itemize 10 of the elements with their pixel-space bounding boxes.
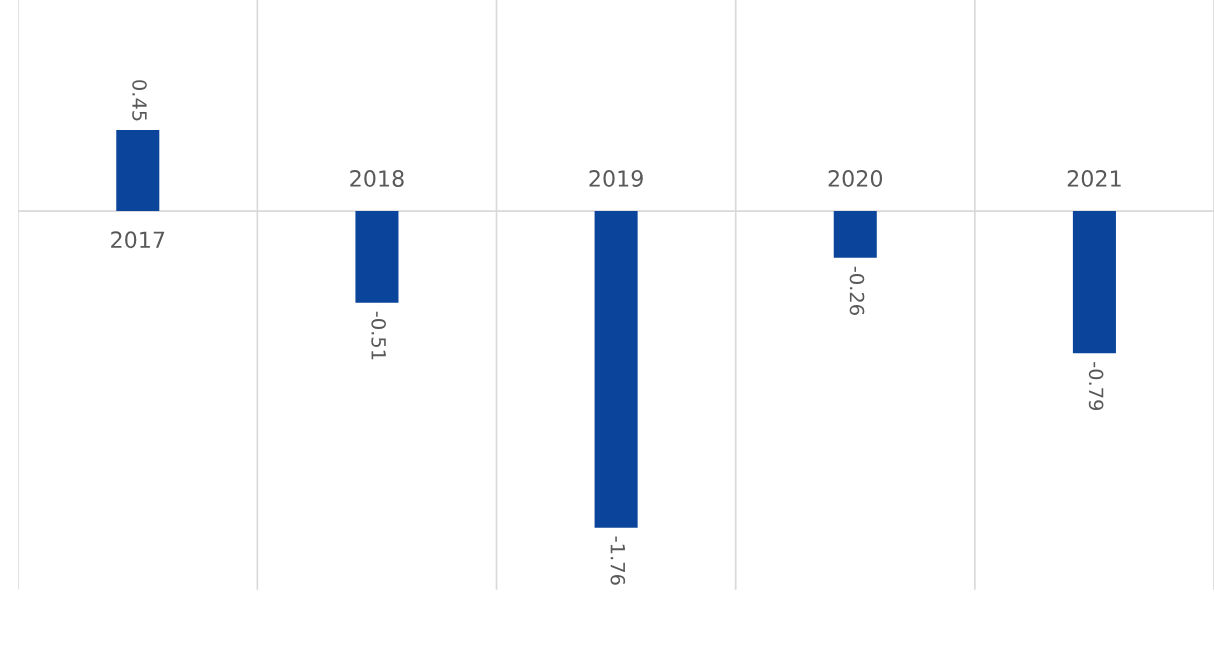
data-label: -0.51: [371, 311, 387, 360]
x-tick-label: 2018: [350, 170, 404, 187]
x-tick-label: 2021: [1067, 170, 1121, 187]
x-tick-label: 2020: [828, 170, 883, 187]
data-label: -1.76: [610, 536, 626, 585]
data-label: -0.79: [1088, 362, 1104, 411]
data-label: 0.45: [132, 80, 147, 121]
data-label: -0.26: [849, 266, 865, 315]
x-tick-label: 2017: [111, 231, 165, 249]
x-tick-label: 2019: [589, 170, 643, 187]
